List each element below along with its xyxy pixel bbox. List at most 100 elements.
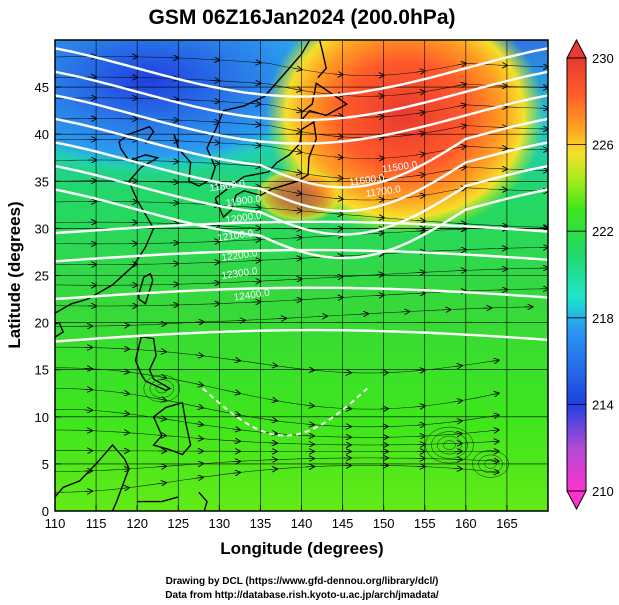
wind-arrow <box>252 207 260 208</box>
height-contour <box>55 47 548 98</box>
x-tick-label: 150 <box>373 516 395 531</box>
wind-arrow <box>491 415 498 416</box>
coastline <box>317 40 327 79</box>
y-tick-label: 15 <box>35 363 49 378</box>
coastline <box>134 336 172 392</box>
wind-arrow <box>416 92 425 93</box>
wind-arrow <box>232 429 239 430</box>
coastline <box>55 444 130 511</box>
wind-arrow <box>158 418 166 419</box>
wind-arrow <box>417 406 424 407</box>
coastline <box>137 496 179 503</box>
colorbar-tick-label: 222 <box>592 224 614 239</box>
y-tick-label: 25 <box>35 269 49 284</box>
colorbar-tick-label: 210 <box>592 484 614 499</box>
wind-arrow <box>158 466 166 467</box>
wind-arrow <box>252 145 260 146</box>
wind-arrow <box>252 104 260 105</box>
wind-arrow <box>416 195 425 196</box>
colorbar-tick-label: 230 <box>592 51 614 66</box>
wind-arrow <box>269 399 276 400</box>
y-tick-label: 5 <box>42 457 49 472</box>
wind-arrow <box>232 360 239 361</box>
wind-arrow <box>121 432 129 433</box>
wind-arrow <box>306 405 313 406</box>
wind-arrow <box>334 115 342 116</box>
plot-area: 11500.011600.011700.011800.011900.012000… <box>35 39 549 531</box>
wind-arrow <box>158 377 166 378</box>
x-axis-label: Longitude (degrees) <box>220 539 383 558</box>
wind-arrow <box>491 430 498 431</box>
colorbar-tick-label: 226 <box>592 138 614 153</box>
wind-arrow <box>293 68 301 69</box>
wind-arrow <box>334 74 342 75</box>
y-tick-label: 10 <box>35 410 49 425</box>
wind-arrow <box>457 105 466 107</box>
wind-arrow <box>232 392 239 394</box>
x-tick-label: 135 <box>250 516 272 531</box>
x-axis: 110 115 120 125 130 135 140 145 150 155 160 165 <box>45 505 518 531</box>
wind-arrow <box>416 71 425 72</box>
height-contours <box>55 47 548 437</box>
wind-arrow <box>334 136 342 137</box>
wind-arrow <box>457 167 466 169</box>
wind-arrow <box>158 351 166 352</box>
height-contour <box>55 141 548 213</box>
coastline <box>152 401 192 456</box>
colorbar-tick-label: 218 <box>592 311 614 326</box>
wind-arrow <box>293 192 301 193</box>
y-tick-label: 30 <box>35 221 49 236</box>
credit-drawing: Drawing by DCL (https://www.gfd-dennou.o… <box>166 576 439 587</box>
wind-arrow <box>454 421 461 422</box>
height-contour <box>55 70 548 122</box>
wind-arrow <box>293 151 301 152</box>
eddy-streamline <box>149 379 175 398</box>
contour-label: 11700.0 <box>365 184 402 200</box>
wind-arrow <box>334 178 342 179</box>
wind-arrow <box>293 130 301 131</box>
wind-arrow <box>232 472 239 473</box>
wind-arrow <box>293 89 301 90</box>
x-tick-label: 140 <box>291 516 313 531</box>
y-tick-label: 35 <box>35 174 49 189</box>
wind-arrow <box>195 424 203 425</box>
coastline <box>55 321 65 338</box>
height-contour <box>55 220 548 235</box>
x-tick-label: 160 <box>455 516 477 531</box>
wind-arrow <box>195 384 203 386</box>
x-tick-label: 125 <box>167 516 189 531</box>
wind-arrow <box>121 488 129 489</box>
chart-title: GSM 06Z16Jan2024 (200.0hPa) <box>148 6 455 29</box>
wind-arrow <box>454 434 461 435</box>
wind-arrow <box>269 469 276 470</box>
colorbar: 210 214 218 222 226 230 <box>566 38 614 511</box>
wind-arrow <box>416 220 425 221</box>
credit-data: Data from http://database.rish.kyoto-u.a… <box>165 590 439 601</box>
contour-label: 12100.0 <box>217 228 255 244</box>
height-contour <box>55 328 548 343</box>
wind-arrow <box>252 83 260 84</box>
x-tick-label: 110 <box>45 516 66 531</box>
y-tick-label: 0 <box>42 504 49 519</box>
colorbar-ticks: 210 214 218 222 226 230 <box>567 51 614 499</box>
eddy-streamline <box>143 374 181 403</box>
contour-label: 11500.0 <box>381 160 418 176</box>
wind-arrow <box>252 166 260 167</box>
height-contour-dashed <box>202 387 368 437</box>
wind-arrow <box>416 154 425 155</box>
x-tick-label: 130 <box>208 516 230 531</box>
coastline <box>173 110 225 187</box>
wind-arrow <box>454 401 461 402</box>
eddy-streamline <box>431 431 468 459</box>
wind-arrow <box>158 399 166 400</box>
wind-arrow <box>121 413 129 414</box>
wind-arrow <box>334 198 342 199</box>
wind-arrow <box>491 393 498 395</box>
contour-label: 12200.0 <box>221 248 259 264</box>
height-contour <box>55 117 548 189</box>
wind-arrow <box>457 125 466 127</box>
wind-arrow <box>121 393 129 394</box>
eddy-streamline <box>425 426 474 464</box>
y-tick-label: 40 <box>35 127 49 142</box>
wind-arrow <box>195 477 203 478</box>
